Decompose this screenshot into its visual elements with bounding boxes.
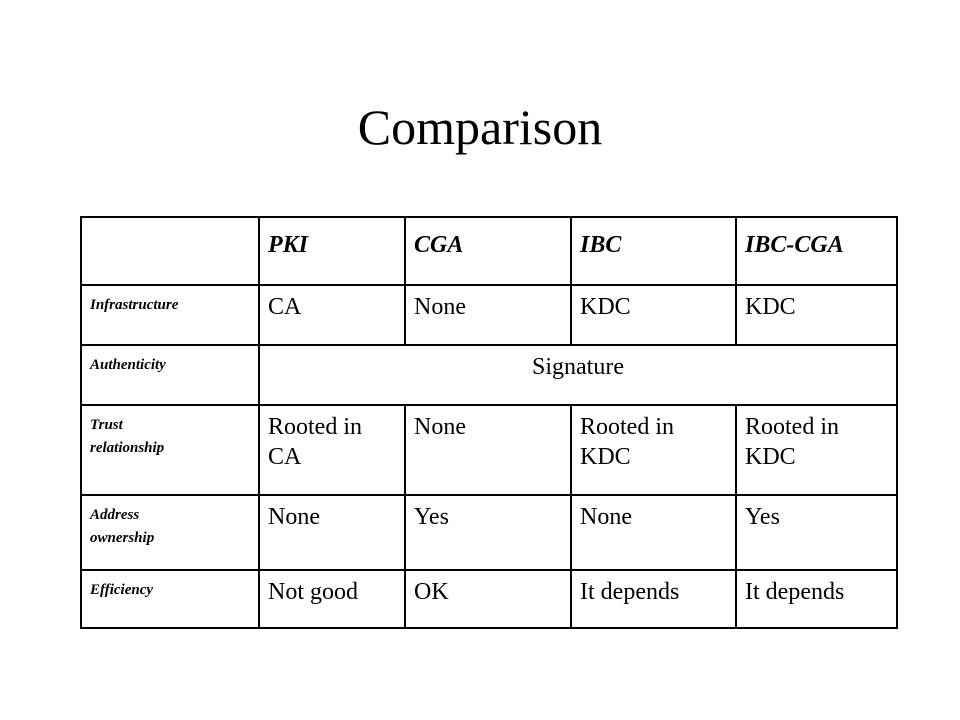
table-cell: KDC	[570, 284, 737, 346]
comparison-table: PKI CGA IBC IBC-CGA Infrastructure CA None KDC…	[80, 216, 898, 629]
table-cell: None	[258, 494, 406, 571]
column-header: IBC	[570, 216, 737, 286]
header-row: PKI CGA IBC IBC-CGA	[80, 216, 898, 286]
table-cell: It depends	[570, 569, 737, 629]
table-cell: Rooted in KDC	[735, 404, 898, 496]
row-label: Efficiency	[80, 569, 260, 629]
corner-cell	[80, 216, 260, 286]
table-cell: None	[570, 494, 737, 571]
table-cell: OK	[404, 569, 572, 629]
table-row: Address ownership None Yes None Yes	[80, 494, 898, 571]
slide-title: Comparison	[357, 99, 603, 155]
table-cell: KDC	[735, 284, 898, 346]
table-cell: Not good	[258, 569, 406, 629]
table-cell: None	[404, 404, 572, 496]
column-header: IBC-CGA	[735, 216, 898, 286]
table-cell: Yes	[735, 494, 898, 571]
table-cell: CA	[258, 284, 406, 346]
table-cell: Signature	[258, 344, 898, 406]
table-cell: Rooted in KDC	[570, 404, 737, 496]
table-cell: Yes	[404, 494, 572, 571]
table-row: Authenticity Signature	[80, 344, 898, 406]
row-label: Infrastructure	[80, 284, 260, 346]
table-cell: It depends	[735, 569, 898, 629]
table-cell: Rooted in CA	[258, 404, 406, 496]
row-label: Trust relationship	[80, 404, 260, 496]
column-header: PKI	[258, 216, 406, 286]
table-row: Trust relationship Rooted in CA None Rooted…	[80, 404, 898, 496]
column-header: CGA	[404, 216, 572, 286]
row-label: Authenticity	[80, 344, 260, 406]
table-row: Efficiency Not good OK It depends It depends	[80, 569, 898, 629]
table-row: Infrastructure CA None KDC KDC	[80, 284, 898, 346]
row-label: Address ownership	[80, 494, 260, 571]
table-cell: None	[404, 284, 572, 346]
table-body: Infrastructure CA None KDC KDC Authenticity Si…	[80, 284, 898, 629]
